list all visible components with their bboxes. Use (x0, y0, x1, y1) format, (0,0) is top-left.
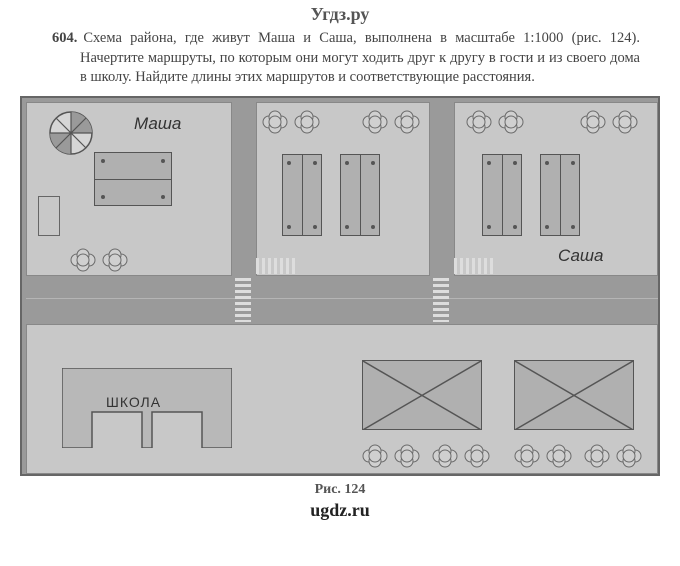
house (340, 154, 380, 236)
crosswalk (454, 258, 494, 274)
umbrella-icon (48, 110, 94, 156)
tree-icon (584, 444, 610, 470)
tree-icon (262, 110, 288, 136)
house (540, 154, 580, 236)
problem-number: 604. (52, 30, 83, 46)
label-masha: Маша (134, 114, 181, 134)
diagram-container: ugdz.ru МашаСашаШКОЛА Рис. 124 (20, 96, 660, 500)
tree-icon (616, 444, 642, 470)
site-footer: ugdz.ru (0, 500, 680, 521)
tree-icon (514, 444, 540, 470)
district-diagram: ugdz.ru МашаСашаШКОЛА (20, 96, 660, 476)
label-school: ШКОЛА (106, 394, 161, 410)
tree-icon (612, 110, 638, 136)
figure-caption: Рис. 124 (20, 476, 660, 500)
site-header: Угдз.ру (0, 0, 680, 27)
tree-icon (362, 110, 388, 136)
bench (38, 196, 60, 236)
tree-icon (102, 248, 128, 274)
label-sasha: Саша (558, 246, 604, 266)
large-building (362, 360, 482, 430)
tree-icon (394, 444, 420, 470)
crosswalk (256, 258, 296, 274)
tree-icon (362, 444, 388, 470)
problem-text: 604.Схема района, где живут Маша и Саша,… (0, 27, 680, 96)
house (482, 154, 522, 236)
tree-icon (294, 110, 320, 136)
house (282, 154, 322, 236)
house (94, 152, 172, 206)
problem-body: Схема района, где живут Маша и Саша, вып… (80, 30, 640, 85)
crosswalk (235, 278, 251, 322)
tree-icon (466, 110, 492, 136)
tree-icon (394, 110, 420, 136)
large-building (514, 360, 634, 430)
tree-icon (498, 110, 524, 136)
tree-icon (546, 444, 572, 470)
tree-icon (70, 248, 96, 274)
tree-icon (464, 444, 490, 470)
crosswalk (433, 278, 449, 322)
tree-icon (580, 110, 606, 136)
road-centerline (26, 298, 658, 299)
tree-icon (432, 444, 458, 470)
